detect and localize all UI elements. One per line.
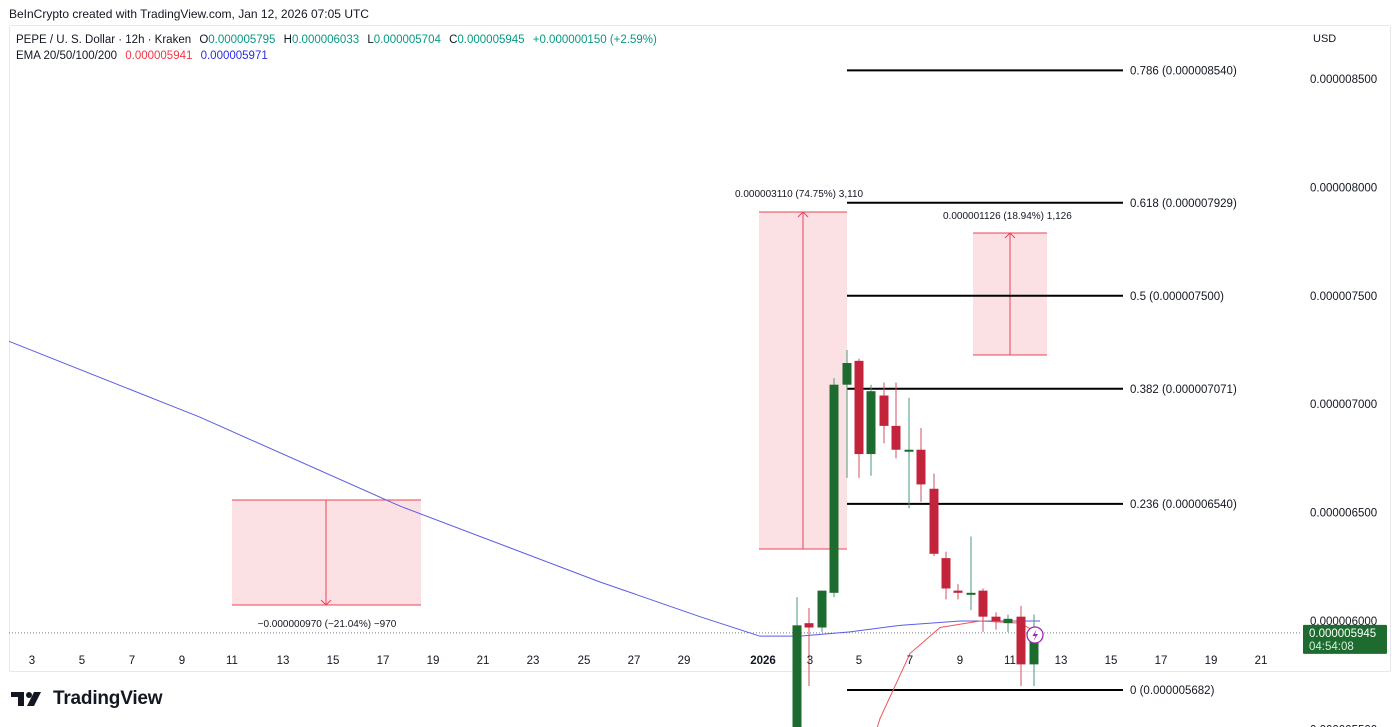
time-axis-tick: 2026 [750, 655, 776, 667]
candle-up[interactable] [866, 391, 876, 455]
ema-row: EMA 20/50/100/200 0.000005941 0.00000597… [16, 48, 657, 64]
low-label: L [367, 34, 374, 46]
candle-up[interactable] [792, 625, 802, 727]
symbol-ohlc-row: PEPE / U. S. Dollar · 12h · Kraken O0.00… [16, 32, 657, 48]
high-label: H [283, 34, 292, 46]
close-label: C [449, 34, 458, 46]
ema-200-line [8, 340, 1040, 637]
candle-down[interactable] [891, 425, 901, 450]
tradingview-logo-icon [11, 692, 41, 706]
ema-label[interactable]: EMA 20/50/100/200 [16, 50, 118, 62]
high-value: 0.000006033 [291, 34, 360, 46]
time-axis-tick: 15 [327, 655, 340, 667]
candle-down[interactable] [953, 590, 963, 593]
candle-down[interactable] [941, 558, 951, 589]
time-axis-tick: 23 [527, 655, 540, 667]
tradingview-logo-text: TradingView [53, 688, 163, 709]
ema-20-line [876, 620, 1041, 727]
tradingview-logo[interactable]: TradingView [11, 688, 163, 710]
candle-down[interactable] [929, 488, 939, 554]
fib-level-label: 0 (0.000005682) [1130, 685, 1215, 697]
symbol-title[interactable]: PEPE / U. S. Dollar · 12h · Kraken [16, 34, 192, 46]
price-range-label: 0.000001126 (18.94%) 1,126 [943, 211, 1072, 222]
time-axis-tick: 25 [578, 655, 591, 667]
arrow-down-icon [320, 599, 332, 606]
ema-red-value: 0.000005941 [125, 50, 193, 62]
arrow-up-icon [797, 211, 809, 218]
candle-up[interactable] [966, 592, 976, 595]
time-axis-tick: 9 [179, 655, 185, 667]
chart-legend: PEPE / U. S. Dollar · 12h · Kraken O0.00… [16, 32, 657, 64]
candle-up[interactable] [829, 384, 839, 593]
price-axis-tick: 0.000005500 [1310, 724, 1377, 727]
candle-down[interactable] [916, 449, 926, 485]
time-axis-tick: 21 [477, 655, 490, 667]
candle-down[interactable] [991, 616, 1001, 621]
lightning-icon-glyph [1032, 629, 1038, 641]
price-range-label: −0.000000970 (−21.04%) −970 [258, 619, 397, 630]
currency-button[interactable]: USD [1305, 28, 1365, 50]
current-price-value: 0.000005945 [1309, 628, 1376, 640]
change-value: +0.000000150 (+2.59%) [532, 34, 657, 46]
time-axis-tick: 19 [1205, 655, 1218, 667]
time-axis-tick: 11 [1004, 655, 1016, 667]
time-axis-tick: 9 [957, 655, 963, 667]
price-axis-tick: 0.000007500 [1310, 291, 1377, 303]
fib-level-label: 0.236 (0.000006540) [1130, 499, 1237, 511]
time-axis-tick: 21 [1255, 655, 1268, 667]
time-axis-tick: 13 [1055, 655, 1068, 667]
time-axis-tick: 17 [1155, 655, 1168, 667]
candle-up[interactable] [904, 449, 914, 452]
candle-down[interactable] [1016, 616, 1026, 665]
candle-up[interactable] [1003, 618, 1013, 624]
close-value: 0.000005945 [457, 34, 525, 46]
time-axis-tick: 5 [79, 655, 85, 667]
countdown-timer: 04:54:08 [1309, 641, 1354, 653]
candle-down[interactable] [854, 360, 864, 455]
time-axis-tick: 27 [628, 655, 641, 667]
fib-level-label: 0.786 (0.000008540) [1130, 65, 1237, 77]
time-axis-tick: 29 [678, 655, 691, 667]
open-label: O [199, 34, 209, 46]
price-axis-tick: 0.000008000 [1310, 182, 1377, 194]
ema-blue-value: 0.000005971 [200, 50, 268, 62]
candle-down[interactable] [804, 623, 814, 628]
time-axis-tick: 3 [29, 655, 35, 667]
fib-level-label: 0.618 (0.000007929) [1130, 198, 1237, 210]
time-axis-tick: 17 [377, 655, 390, 667]
fib-level-label: 0.5 (0.000007500) [1130, 291, 1224, 303]
candle-up[interactable] [817, 590, 827, 628]
chart-frame [9, 25, 1391, 672]
price-axis-tick: 0.000006500 [1310, 508, 1377, 520]
time-axis-tick: 11 [226, 655, 238, 667]
time-axis-tick: 19 [427, 655, 440, 667]
time-axis-tick: 13 [277, 655, 290, 667]
time-axis-tick: 3 [807, 655, 813, 667]
candle-down[interactable] [879, 395, 889, 426]
time-axis-tick: 7 [907, 655, 913, 667]
time-axis-tick: 15 [1105, 655, 1118, 667]
low-value: 0.000005704 [373, 34, 441, 46]
price-axis-tick: 0.000008500 [1310, 74, 1377, 86]
arrow-up-icon [1004, 232, 1016, 239]
open-value: 0.000005795 [208, 34, 276, 46]
candle-down[interactable] [978, 590, 988, 617]
candle-up[interactable] [842, 363, 852, 385]
current-price-badge [1303, 624, 1387, 654]
price-range-label: 0.000003110 (74.75%) 3,110 [735, 189, 864, 200]
time-axis-tick: 7 [129, 655, 135, 667]
chart-credit: BeInCrypto created with TradingView.com,… [9, 7, 369, 21]
time-axis-tick: 5 [856, 655, 862, 667]
candle-up[interactable] [1029, 631, 1039, 665]
fib-level-label: 0.382 (0.000007071) [1130, 384, 1237, 396]
price-axis-tick: 0.000007000 [1310, 399, 1377, 411]
